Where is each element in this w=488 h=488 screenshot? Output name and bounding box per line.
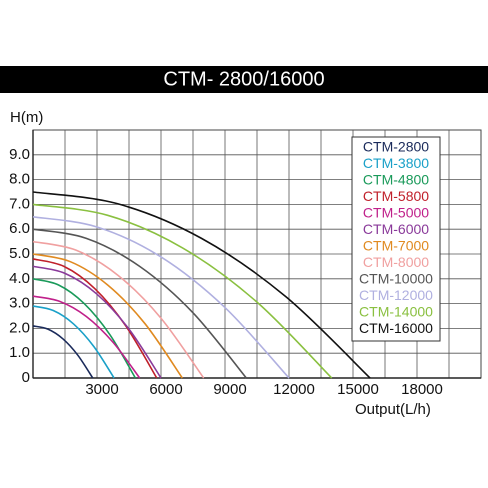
curve (32, 228, 247, 379)
curve (32, 258, 158, 379)
legend-entry: CTM-14000 (359, 304, 433, 320)
y-tick-label: 6.0 (9, 220, 30, 237)
x-tick-label: 15000 (337, 381, 379, 398)
legend-entry: CTM-6000 (363, 221, 429, 237)
legend-entry: CTM-4800 (363, 172, 429, 188)
legend-entry: CTM-10000 (359, 271, 433, 287)
x-tick-label: 18000 (401, 381, 443, 398)
legend-entry: CTM-7000 (363, 238, 429, 254)
x-axis-label: Output(L/h) (355, 401, 431, 418)
x-tick-label: 9000 (213, 381, 246, 398)
y-tick-label: 4.0 (9, 270, 30, 287)
curve (32, 240, 205, 379)
y-tick-label: 9.0 (9, 146, 30, 163)
curve (32, 253, 183, 379)
title-banner (0, 66, 488, 93)
legend-entry: CTM-12000 (359, 287, 433, 303)
y-tick-label: 0 (22, 369, 30, 386)
y-tick-label: 8.0 (9, 171, 30, 188)
legend-entry: CTM-8000 (363, 254, 429, 270)
curve (32, 265, 162, 379)
legend-box (351, 136, 441, 342)
legend-entry: CTM-3800 (363, 155, 429, 171)
curve (32, 305, 115, 379)
legend-entry: CTM-2800 (363, 139, 429, 155)
y-axis-label: H(m) (10, 109, 43, 126)
curve (32, 191, 371, 379)
legend-entry: CTM-5000 (363, 205, 429, 221)
x-tick-label: 6000 (149, 381, 182, 398)
y-tick-label: 7.0 (9, 195, 30, 212)
y-tick-label: 1.0 (9, 344, 30, 361)
curve (32, 325, 94, 379)
legend-entry: CTM-16000 (359, 320, 433, 336)
y-tick-label: 3.0 (9, 295, 30, 312)
curve (32, 203, 333, 379)
curve (32, 216, 290, 379)
curve (32, 295, 141, 379)
y-tick-label: 2.0 (9, 319, 30, 336)
chart-title: CTM- 2800/16000 (163, 68, 324, 90)
legend-entry: CTM-5800 (363, 188, 429, 204)
x-tick-label: 12000 (273, 381, 315, 398)
x-tick-label: 3000 (85, 381, 118, 398)
y-tick-label: 5.0 (9, 245, 30, 262)
